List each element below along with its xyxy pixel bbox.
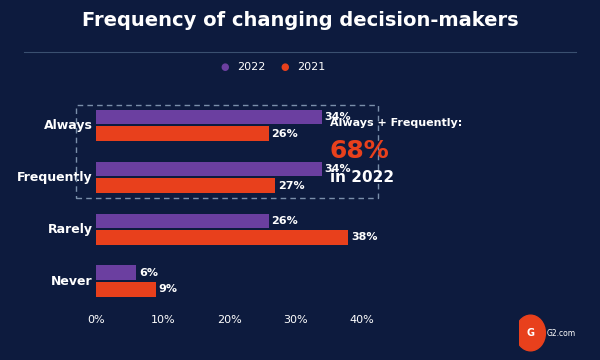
Text: 26%: 26% xyxy=(271,129,298,139)
Text: 27%: 27% xyxy=(278,181,305,190)
Text: ●: ● xyxy=(281,62,289,72)
Text: 9%: 9% xyxy=(158,284,178,294)
Bar xyxy=(97,265,136,280)
Bar xyxy=(97,126,269,141)
Text: 26%: 26% xyxy=(271,216,298,226)
Text: Always: Always xyxy=(44,119,93,132)
Text: Always + Frequently:: Always + Frequently: xyxy=(330,118,462,128)
Text: 34%: 34% xyxy=(325,112,351,122)
Text: Frequency of changing decision-makers: Frequency of changing decision-makers xyxy=(82,11,518,30)
Bar xyxy=(97,162,322,176)
Text: 68%: 68% xyxy=(330,139,389,163)
Text: 6%: 6% xyxy=(139,268,158,278)
Text: 2021: 2021 xyxy=(297,62,325,72)
Circle shape xyxy=(515,315,545,351)
Bar xyxy=(97,230,349,245)
Text: 2022: 2022 xyxy=(237,62,265,72)
Text: 38%: 38% xyxy=(351,233,377,242)
Bar xyxy=(97,178,275,193)
Bar xyxy=(97,110,322,124)
Text: ●: ● xyxy=(221,62,229,72)
Bar xyxy=(97,282,156,297)
Bar xyxy=(76,104,379,198)
Text: Rarely: Rarely xyxy=(48,222,93,236)
Text: G2.com: G2.com xyxy=(547,328,576,338)
Text: 34%: 34% xyxy=(325,164,351,174)
Text: Frequently: Frequently xyxy=(17,171,93,184)
Text: G: G xyxy=(527,328,535,338)
Text: Never: Never xyxy=(52,275,93,288)
Bar xyxy=(97,213,269,228)
Text: in 2022: in 2022 xyxy=(330,170,394,185)
